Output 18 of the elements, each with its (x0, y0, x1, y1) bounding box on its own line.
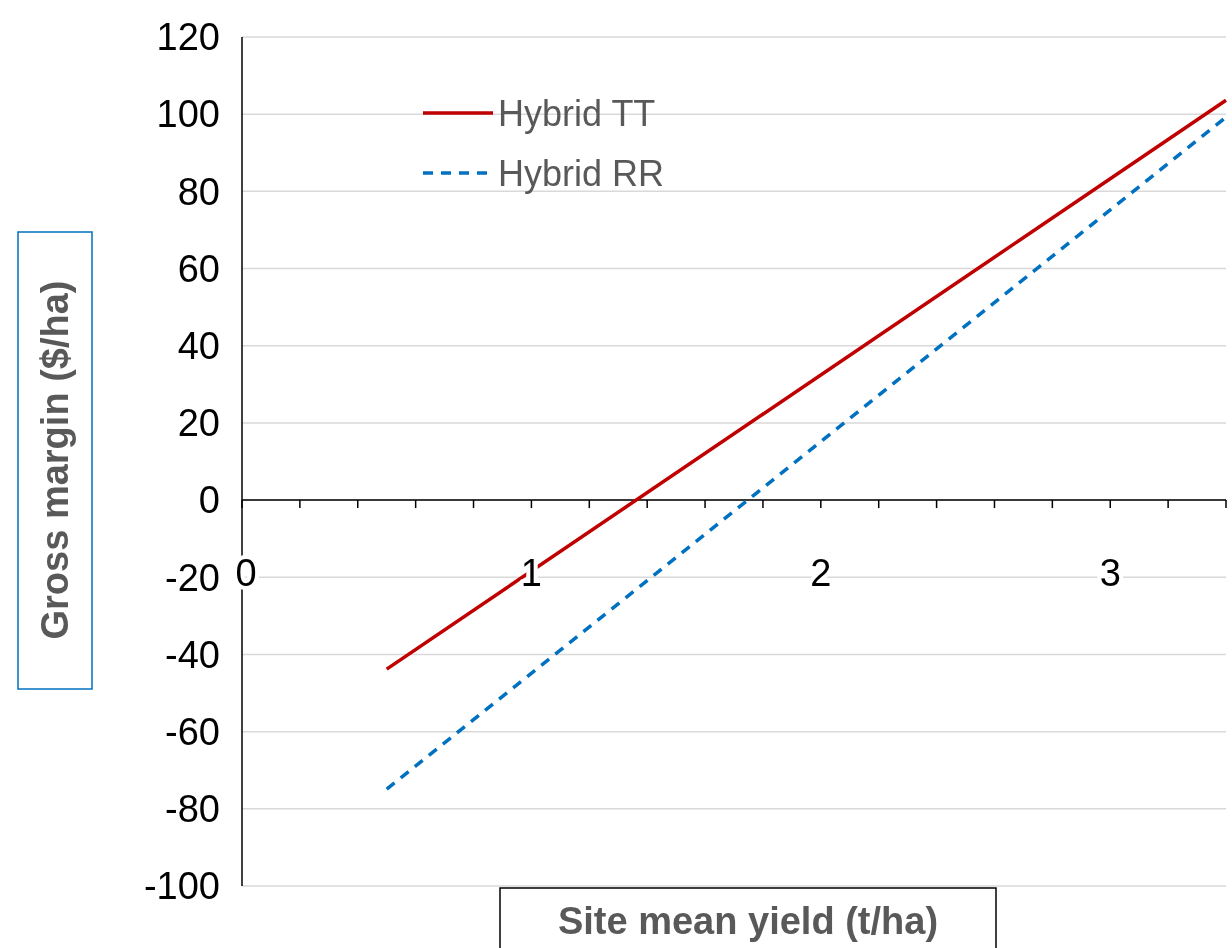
y-tick-label: -20 (165, 556, 220, 599)
y-tick-label: 60 (177, 247, 220, 290)
y-tick-label: 120 (156, 16, 220, 59)
y-tick-label: -40 (165, 633, 220, 676)
x-tick-label: 3 (1099, 552, 1121, 595)
y-tick-label: -60 (165, 710, 220, 753)
y-tick-label: -100 (143, 865, 220, 908)
y-tick-label: 20 (177, 402, 220, 445)
y-tick-label: -80 (165, 788, 220, 831)
x-axis-title: Site mean yield (t/ha) (557, 900, 939, 943)
x-tick-label: 2 (810, 552, 832, 595)
y-tick-label: 80 (177, 170, 220, 213)
legend-label: Hybrid RR (498, 152, 665, 194)
y-tick-label: 100 (156, 93, 220, 136)
legend-label: Hybrid TT (498, 92, 656, 134)
y-tick-label: 40 (177, 325, 220, 368)
y-axis-title: Gross margin ($/ha) (34, 280, 77, 640)
y-tick-label: 0 (198, 479, 220, 522)
